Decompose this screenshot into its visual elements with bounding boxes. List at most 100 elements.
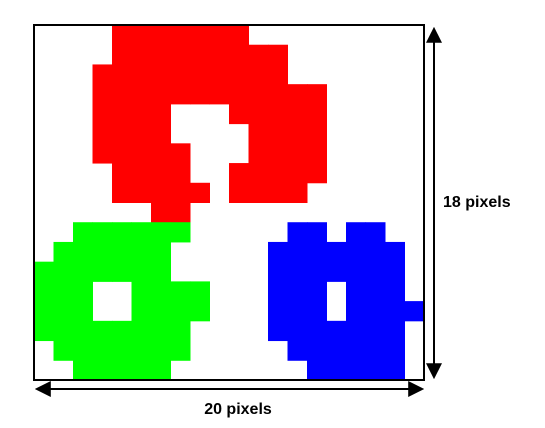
pixel-blue [365,222,386,243]
pixel-red [170,202,191,223]
pixel-red [131,84,152,105]
pixel-red [112,182,132,203]
pixel-blue [365,261,386,282]
pixel-blue [385,281,405,302]
pixel-blue [268,261,288,282]
pixel-blue [307,261,327,282]
pixel-blue [385,301,405,322]
pixel-red [151,44,171,65]
pixel-green [170,281,191,302]
pixel-red [229,103,249,125]
pixel-blue [385,360,405,381]
pixel-blue [307,320,327,342]
pixel-green [151,261,171,282]
pixel-red [248,84,269,105]
pixel-red [112,64,132,85]
pixel-red [151,25,171,46]
pixel-blue [385,320,405,342]
pixel-green [53,320,74,342]
pixel-blue [365,241,386,263]
pixel-green [53,301,74,322]
pixel-green [92,261,113,282]
pixel-red [209,44,230,65]
pixel-blue [346,301,366,322]
pixel-blue [365,281,386,302]
pixel-blue [307,241,327,263]
pixel-red [248,64,269,85]
pixel-blue [307,301,327,322]
pixel-red [209,64,230,85]
pixel-red [92,84,113,105]
pixel-red [268,182,288,203]
pixel-blue [326,261,347,282]
pixel-blue [385,241,405,263]
pixel-red [151,123,171,144]
pixel-blue [326,320,347,342]
pixel-red [268,44,288,65]
pixel-red [92,123,113,144]
pixel-blue [365,301,386,322]
pixel-green [170,320,191,342]
pixel-blue [346,261,366,282]
pixel-red [112,143,132,164]
pixel-blue [307,281,327,302]
pixel-blue [346,222,366,243]
pixel-red [287,182,308,203]
pixel-red [190,25,210,46]
pixel-red [248,123,269,144]
pixel-red [131,163,152,184]
pixel-green [112,261,132,282]
pixel-red [268,84,288,105]
pixel-green [131,281,152,302]
pixel-red [170,182,191,203]
pixel-blue [268,281,288,302]
pixel-green [190,281,210,302]
pixel-blue [385,261,405,282]
pixel-red [209,84,230,105]
pixel-green [53,281,74,302]
pixel-red [170,163,191,184]
pixel-green [73,340,93,361]
pixel-green [112,320,132,342]
pixel-red [131,64,152,85]
pixel-green [34,281,54,302]
pixel-red [287,163,308,184]
pixel-red [92,143,113,164]
pixel-blue [385,340,405,361]
pixel-green [151,281,171,302]
pixel-green [92,360,113,381]
pixel-red [131,182,152,203]
pixel-green [73,281,93,302]
pixel-red [151,143,171,164]
pixel-red [229,84,249,105]
width-label: 20 pixels [204,401,272,418]
pixel-red [92,64,113,85]
pixel-green [151,360,171,381]
pixel-blue [307,360,327,381]
pixel-green [53,241,74,263]
pixel-green [131,301,152,322]
pixel-red [151,64,171,85]
pixel-red [151,182,171,203]
pixel-blue [346,360,366,381]
pixel-green [92,222,113,243]
pixel-red [190,64,210,85]
pixel-red [307,84,327,105]
pixel-green [112,340,132,361]
pixel-red [307,123,327,144]
pixel-red [307,103,327,125]
pixel-red [170,64,191,85]
pixel-green [151,301,171,322]
pixel-red [112,84,132,105]
pixel-green [92,340,113,361]
pixel-red [190,84,210,105]
pixel-blue [287,281,308,302]
pixel-blue [346,340,366,361]
pixel-blue [307,340,327,361]
pixel-red [229,163,249,184]
pixel-green [73,222,93,243]
pixel-blue [404,301,425,322]
pixel-red [268,163,288,184]
pixel-green [151,241,171,263]
